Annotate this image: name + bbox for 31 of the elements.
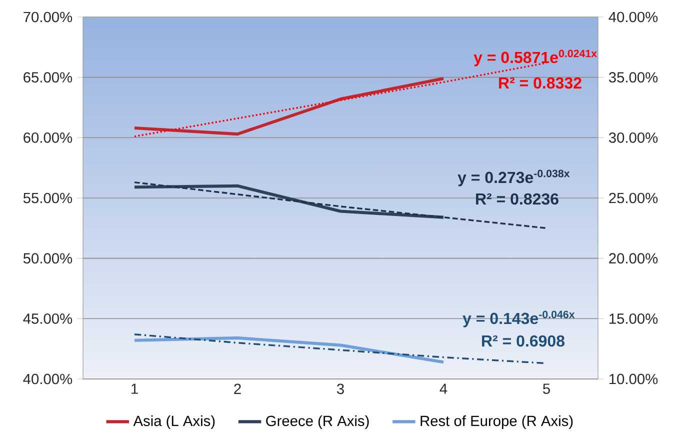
x-tick-label: 4 [440, 384, 448, 394]
line-series [132, 184, 446, 219]
legend-label: Rest of Europe (R Axis) [420, 415, 573, 430]
annotation: R² = 0.8332 [499, 77, 582, 89]
legend-label: Greece (R Axis) [266, 415, 369, 430]
x-tick-label: 3 [336, 384, 344, 394]
annotation: y = 0.5871e$^{0.0241x}$ [474, 50, 597, 66]
annotation: R² = 0.6908 [482, 335, 565, 347]
y2-tick-label: 20.00% [609, 253, 658, 264]
annotation: y = 0.143e$^{-0.046x}$ [462, 310, 575, 328]
legend-label: Asia (L Axis) [133, 415, 215, 430]
y2-tick-label: 40.00% [608, 12, 658, 22]
y-tick-label: 60.00% [24, 132, 72, 143]
y-tick-label: 50.00% [23, 253, 72, 264]
y2-tick-label: 15.00% [610, 313, 658, 324]
y-tick-label: 45.00% [23, 313, 72, 324]
y-tick-label: 65.00% [24, 72, 72, 83]
line-series [132, 336, 446, 364]
line-series [132, 77, 446, 136]
y2-tick-label: 35.00% [608, 72, 658, 83]
annotation: y = 0.273e$^{-0.038x}$ [458, 170, 570, 186]
y2-tick-label: 10.00% [610, 374, 658, 384]
x-tick-label: 2 [234, 384, 241, 394]
annotation: R² = 0.8236 [476, 193, 558, 205]
y-tick-label: 55.00% [23, 192, 72, 204]
x-tick-label: 1 [132, 384, 138, 394]
x-tick-label: 5 [542, 384, 550, 394]
y-tick-label: 40.00% [23, 374, 72, 384]
y2-tick-label: 30.00% [608, 132, 658, 143]
y2-tick-label: 25.00% [609, 192, 658, 204]
y-tick-label: 70.00% [24, 12, 72, 22]
